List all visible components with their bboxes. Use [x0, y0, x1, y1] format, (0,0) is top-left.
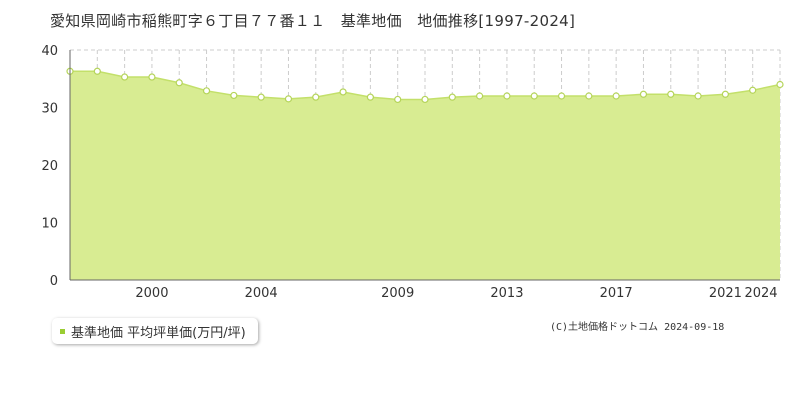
x-tick-label: 2024 — [744, 286, 777, 301]
x-tick-label: 2017 — [600, 286, 633, 301]
data-point — [476, 92, 484, 100]
data-point — [175, 79, 183, 87]
legend: 基準地価 平均坪単価(万円/坪) — [52, 318, 258, 344]
credit-text: (C)土地価格ドットコム 2024-09-18 — [550, 322, 725, 333]
data-point — [585, 92, 593, 100]
y-tick-label: 40 — [41, 44, 58, 59]
data-point — [667, 90, 675, 98]
data-point — [557, 92, 566, 100]
y-tick-label: 20 — [41, 159, 58, 174]
data-point — [257, 93, 265, 101]
x-tick-label: 2004 — [245, 286, 278, 301]
data-point — [339, 88, 347, 96]
data-point — [639, 90, 648, 98]
y-tick-label: 0 — [50, 274, 58, 289]
data-point — [776, 80, 784, 89]
data-point — [148, 73, 156, 81]
data-point — [366, 93, 374, 101]
data-point — [284, 95, 293, 103]
data-point — [721, 90, 729, 98]
chart-title: 愛知県岡崎市稲熊町字６丁目７７番１１ 基準地価 地価推移[1997-2024] — [50, 12, 576, 30]
data-point — [694, 92, 702, 100]
data-point — [749, 86, 757, 94]
data-point — [394, 95, 402, 104]
x-tick-label: 2009 — [381, 286, 414, 301]
data-point — [202, 87, 211, 95]
data-point — [503, 92, 511, 100]
data-point — [421, 95, 429, 104]
x-tick-label: 2021 — [709, 286, 742, 301]
y-tick-label: 30 — [41, 102, 58, 117]
legend-label: 基準地価 平均坪単価(万円/坪) — [71, 325, 246, 341]
y-tick-label: 10 — [41, 217, 58, 232]
series-area — [70, 71, 780, 281]
x-tick-label: 2000 — [135, 286, 168, 301]
data-point — [530, 92, 538, 100]
data-point — [230, 91, 238, 100]
data-point — [312, 93, 320, 101]
legend-marker — [60, 328, 65, 334]
data-point — [448, 93, 456, 101]
data-point — [612, 92, 620, 100]
x-tick-label: 2013 — [490, 286, 523, 301]
data-point — [93, 67, 101, 75]
data-point — [121, 73, 129, 81]
